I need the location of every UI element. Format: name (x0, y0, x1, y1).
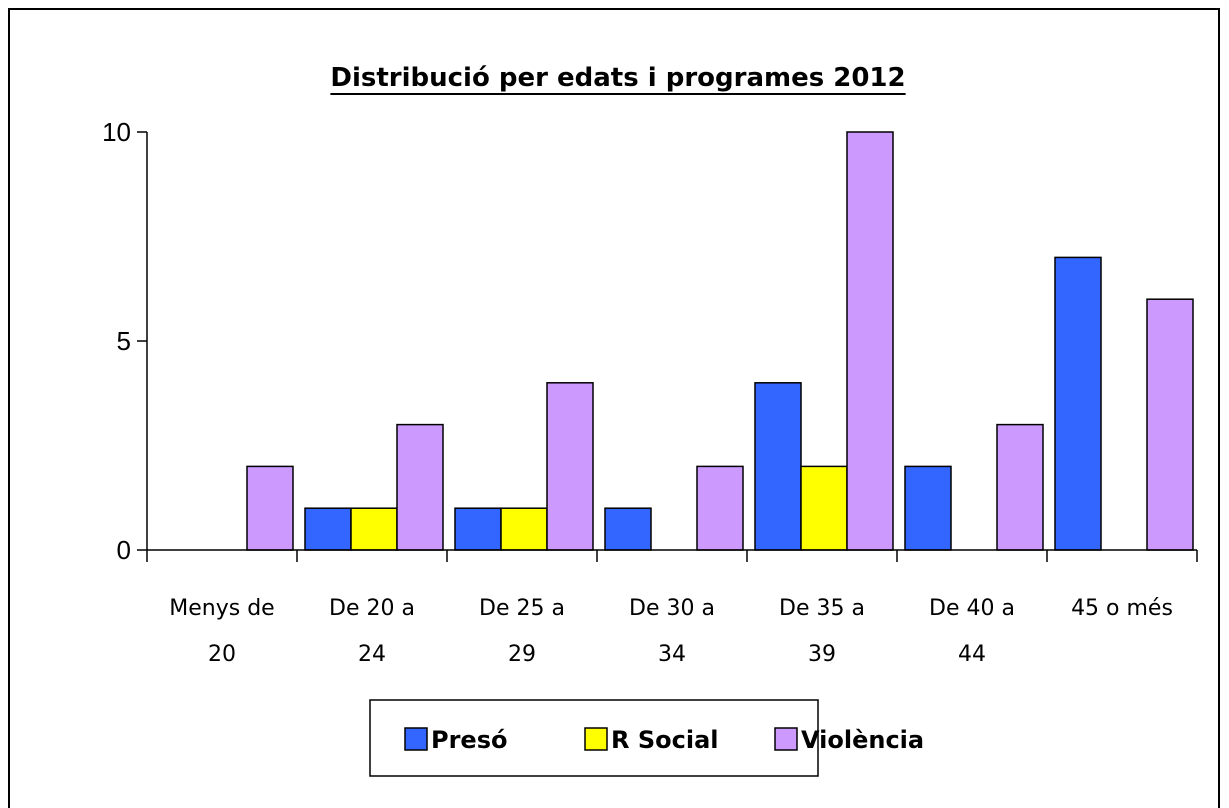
bar-violència-2 (546, 382, 594, 551)
x-tick-label: De 35 a (779, 596, 865, 621)
bar-presó-2 (454, 507, 502, 551)
x-tick-label: 39 (808, 642, 836, 667)
bar-presó-3 (604, 507, 652, 551)
x-tick-label: De 20 a (329, 596, 415, 621)
bar-violència-5 (996, 423, 1044, 551)
x-tick-label: Menys de (169, 596, 274, 621)
chart-title: Distribució per edats i programes 2012 (330, 63, 905, 93)
legend: Presó R Social Violència (369, 699, 924, 777)
bar-presó-1 (304, 507, 352, 551)
chart-frame (8, 8, 1220, 808)
y-tick-label: 0 (117, 535, 131, 565)
bar-violència-3 (696, 465, 744, 551)
legend-label: R Social (611, 726, 718, 754)
legend-label: Presó (431, 726, 507, 754)
x-tick-label: De 40 a (929, 596, 1015, 621)
bar-violència-4 (846, 131, 894, 551)
legend-swatch-violència (774, 727, 798, 751)
y-tick-label: 10 (102, 117, 131, 147)
bar-r-social-1 (350, 507, 398, 551)
y-tick-label: 5 (117, 326, 131, 356)
x-tick-label: 45 o més (1071, 596, 1173, 621)
x-tick-label: 24 (358, 642, 386, 667)
bar-r-social-4 (800, 465, 848, 551)
bar-violència-1 (396, 423, 444, 551)
x-tick-label: De 30 a (629, 596, 715, 621)
x-tick-label: 44 (958, 642, 986, 667)
bars-layer (246, 131, 1194, 551)
bar-chart: Distribució per edats i programes 2012 0… (102, 63, 1198, 777)
x-tick-label: 34 (658, 642, 686, 667)
x-tick-label: 20 (208, 642, 236, 667)
x-tick-label: De 25 a (479, 596, 565, 621)
legend-swatch-r-social (584, 727, 608, 751)
bar-r-social-2 (500, 507, 548, 551)
x-tick-label: 29 (508, 642, 536, 667)
bar-violència-0 (246, 465, 294, 551)
ticks-layer: 0 5 10 Menys de 20 De 20 a 24 De 25 a 29 De 30 a 3… (102, 117, 1198, 667)
legend-swatch-presó (404, 727, 428, 751)
bar-presó-4 (754, 382, 802, 551)
legend-label: Violència (801, 726, 924, 754)
bar-violència-6 (1146, 298, 1194, 551)
bar-presó-5 (904, 465, 952, 551)
bar-presó-6 (1054, 256, 1102, 551)
